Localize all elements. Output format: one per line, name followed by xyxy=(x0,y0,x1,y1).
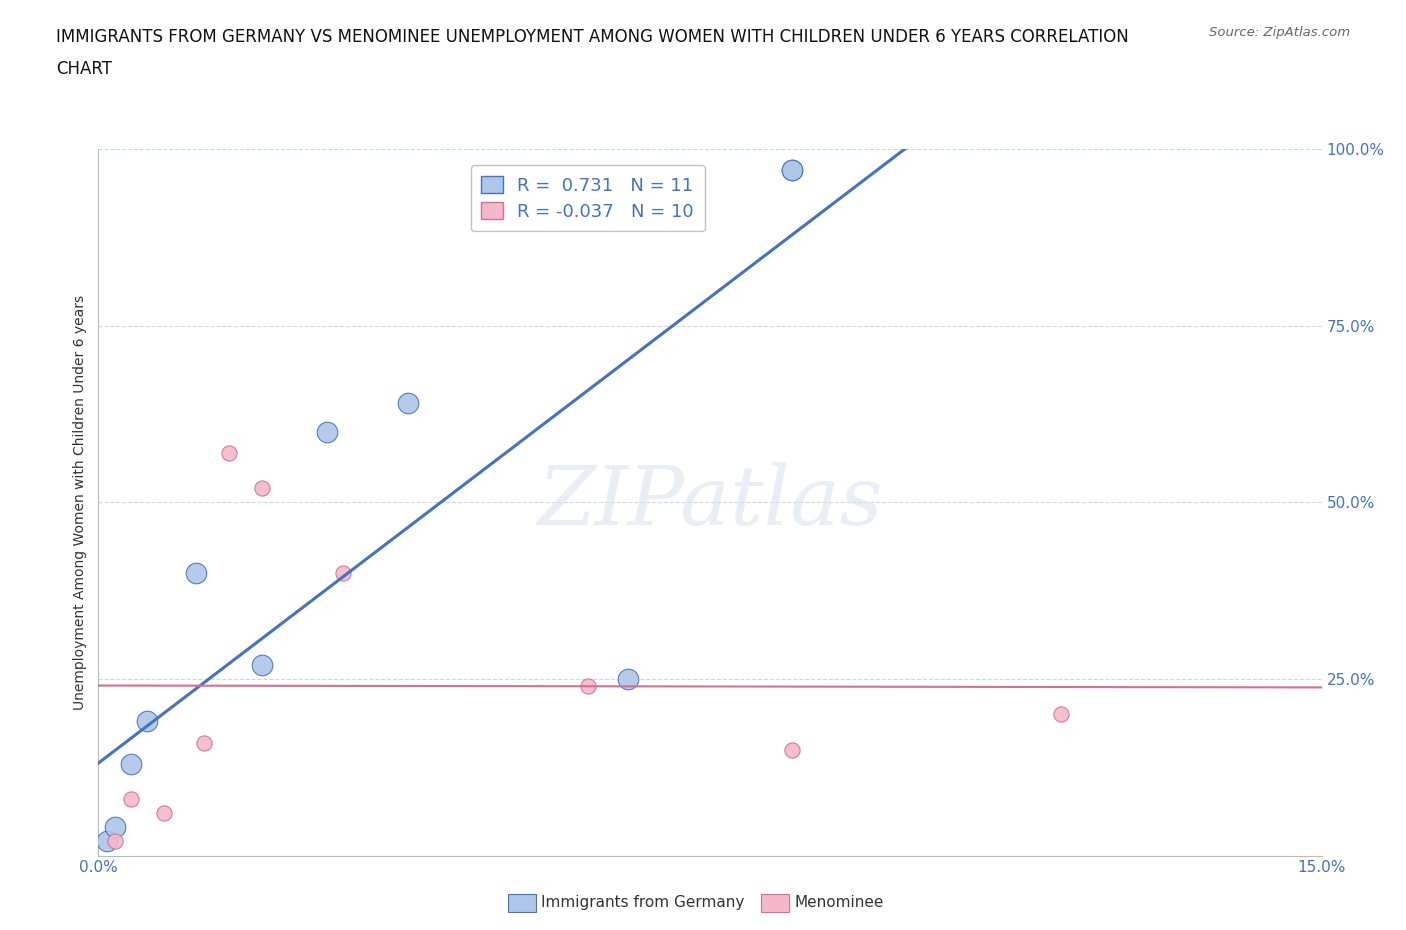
Point xyxy=(193,735,215,750)
Text: Menominee: Menominee xyxy=(794,895,884,910)
Y-axis label: Unemployment Among Women with Children Under 6 years: Unemployment Among Women with Children U… xyxy=(73,295,87,710)
Point xyxy=(780,742,803,757)
Point xyxy=(218,445,240,460)
Point xyxy=(250,658,273,672)
Legend: R =  0.731   N = 11, R = -0.037   N = 10: R = 0.731 N = 11, R = -0.037 N = 10 xyxy=(471,165,704,232)
Point xyxy=(152,805,174,820)
Point xyxy=(576,679,599,694)
Point xyxy=(104,834,127,849)
Point xyxy=(780,163,803,178)
Point xyxy=(396,396,419,411)
Point xyxy=(186,565,208,580)
Point xyxy=(250,481,273,496)
Text: Source: ZipAtlas.com: Source: ZipAtlas.com xyxy=(1209,26,1350,39)
Point xyxy=(120,791,142,806)
Text: CHART: CHART xyxy=(56,60,112,78)
Point xyxy=(780,163,803,178)
Point xyxy=(617,671,640,686)
Point xyxy=(104,820,127,835)
Point xyxy=(96,834,118,849)
Text: IMMIGRANTS FROM GERMANY VS MENOMINEE UNEMPLOYMENT AMONG WOMEN WITH CHILDREN UNDE: IMMIGRANTS FROM GERMANY VS MENOMINEE UNE… xyxy=(56,28,1129,46)
Point xyxy=(332,565,354,580)
Point xyxy=(136,714,159,729)
Point xyxy=(1049,707,1071,722)
Text: ZIPatlas: ZIPatlas xyxy=(537,462,883,542)
Text: Immigrants from Germany: Immigrants from Germany xyxy=(541,895,745,910)
Point xyxy=(120,756,142,771)
Point xyxy=(315,424,337,439)
